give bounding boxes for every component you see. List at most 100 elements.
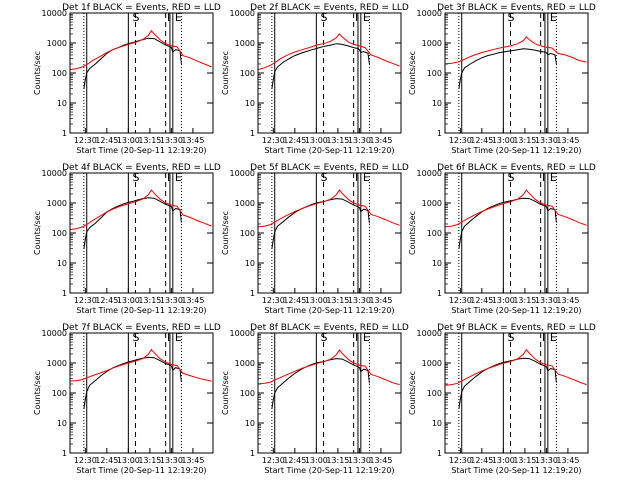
x-tick-label: 13:45: [556, 296, 579, 305]
x-tick-label: 13:00: [492, 296, 515, 305]
plot-frame: [257, 12, 402, 134]
series-lld-line: [444, 348, 587, 386]
y-tick-label: 10: [245, 419, 255, 428]
panel-title: Det 8f BLACK = Events, RED = LLD: [250, 323, 409, 333]
marker-label-i: I: [542, 331, 545, 344]
marker-label-s: S: [508, 171, 515, 184]
x-axis-label: Start Time (20-Sep-11 12:19:20): [76, 146, 206, 155]
y-tick-label: 1000: [47, 39, 67, 48]
x-tick-label: 13:45: [181, 456, 204, 465]
x-tick-label: 13:15: [326, 456, 349, 465]
x-tick-label: 13:30: [348, 296, 371, 305]
y-tick-label: 100: [240, 69, 255, 78]
x-tick-label: 13:15: [513, 456, 536, 465]
y-tick-label: 10000: [230, 9, 255, 18]
y-axis-label: Counts/sec: [408, 371, 417, 415]
panel-title: Det 2f BLACK = Events, RED = LLD: [250, 3, 409, 13]
y-tick-label: 1000: [235, 199, 255, 208]
x-tick-label: 12:30: [449, 136, 472, 145]
series-events-line: [271, 43, 370, 89]
y-axis-label: Counts/sec: [33, 371, 42, 415]
marker-label-e: E: [175, 171, 182, 184]
x-axis-label: Start Time (20-Sep-11 12:19:20): [264, 306, 394, 315]
x-axis-label: Start Time (20-Sep-11 12:19:20): [76, 466, 206, 475]
marker-label-e: E: [550, 171, 557, 184]
y-tick-label: 1: [62, 129, 67, 138]
series-lld-line: [444, 36, 587, 65]
x-tick-label: 12:45: [95, 136, 118, 145]
y-tick-label: 10000: [230, 329, 255, 338]
x-tick-label: 13:00: [117, 136, 140, 145]
x-tick-label: 13:30: [535, 296, 558, 305]
y-tick-label: 1000: [422, 359, 442, 368]
x-tick-label: 13:15: [138, 456, 161, 465]
y-tick-label: 10000: [417, 169, 442, 178]
y-tick-label: 10: [245, 259, 255, 268]
series-events-line: [83, 197, 182, 249]
x-tick-label: 13:30: [160, 456, 183, 465]
x-tick-label: 13:00: [305, 136, 328, 145]
series-lld-line: [69, 189, 212, 231]
series-events-line: [83, 37, 182, 89]
x-tick-label: 12:45: [470, 296, 493, 305]
plot-frame: [69, 332, 214, 454]
x-tick-label: 13:30: [160, 296, 183, 305]
x-tick-label: 12:45: [95, 296, 118, 305]
panel-title: Det 7f BLACK = Events, RED = LLD: [62, 323, 221, 333]
x-tick-label: 13:30: [348, 456, 371, 465]
y-tick-label: 100: [52, 69, 67, 78]
x-axis-label: Start Time (20-Sep-11 12:19:20): [264, 466, 394, 475]
series-events-line: [458, 357, 557, 409]
x-tick-label: 13:30: [348, 136, 371, 145]
y-axis-label: Counts/sec: [33, 211, 42, 255]
x-axis-label: Start Time (20-Sep-11 12:19:20): [451, 146, 581, 155]
y-tick-label: 100: [52, 389, 67, 398]
plot-frame: [444, 12, 589, 134]
y-tick-label: 1: [62, 449, 67, 458]
y-tick-label: 10: [57, 419, 67, 428]
y-tick-label: 100: [427, 69, 442, 78]
series-events-line: [458, 48, 557, 89]
y-tick-label: 1000: [235, 359, 255, 368]
series-events-line: [271, 358, 370, 409]
x-tick-label: 13:15: [326, 296, 349, 305]
y-axis-label: Counts/sec: [408, 51, 417, 95]
x-tick-label: 13:45: [556, 456, 579, 465]
y-tick-label: 1: [250, 129, 255, 138]
y-tick-label: 1000: [235, 39, 255, 48]
x-tick-label: 13:15: [138, 136, 161, 145]
series-lld-line: [257, 33, 400, 71]
x-tick-label: 13:15: [138, 296, 161, 305]
y-tick-label: 1000: [47, 199, 67, 208]
marker-label-s: S: [508, 11, 515, 24]
panel-title: Det 5f BLACK = Events, RED = LLD: [250, 163, 409, 173]
y-tick-label: 1000: [422, 199, 442, 208]
y-tick-label: 1: [437, 289, 442, 298]
y-tick-label: 10: [432, 259, 442, 268]
series-lld-line: [69, 348, 212, 382]
y-axis-label: Counts/sec: [408, 211, 417, 255]
x-tick-label: 12:45: [470, 136, 493, 145]
x-tick-label: 12:45: [95, 456, 118, 465]
y-tick-label: 100: [240, 229, 255, 238]
y-tick-label: 1: [250, 449, 255, 458]
series-lld-line: [257, 189, 400, 228]
marker-label-e: E: [175, 11, 182, 24]
panel-title: Det 6f BLACK = Events, RED = LLD: [437, 163, 596, 173]
x-tick-label: 12:30: [449, 296, 472, 305]
x-tick-label: 12:45: [283, 456, 306, 465]
x-tick-label: 13:00: [117, 296, 140, 305]
marker-label-s: S: [133, 171, 140, 184]
x-tick-label: 12:30: [262, 296, 285, 305]
marker-label-e: E: [175, 331, 182, 344]
series-events-line: [458, 197, 557, 249]
x-axis-label: Start Time (20-Sep-11 12:19:20): [264, 146, 394, 155]
y-tick-label: 1000: [47, 359, 67, 368]
y-tick-label: 100: [427, 229, 442, 238]
